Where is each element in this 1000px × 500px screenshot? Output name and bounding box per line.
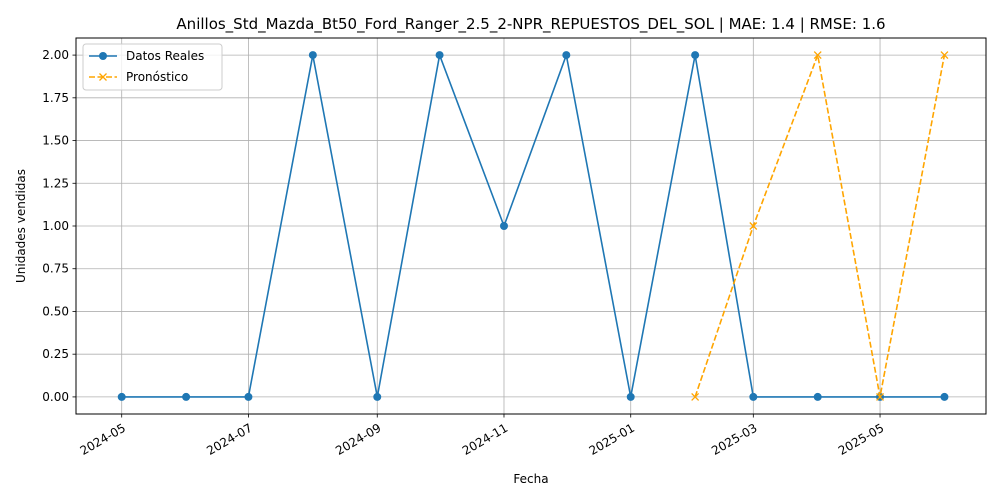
legend-label: Datos Reales xyxy=(126,49,204,63)
data-point xyxy=(691,51,700,60)
x-tick-label: 2025-03 xyxy=(709,421,759,458)
data-point xyxy=(749,222,758,230)
data-point xyxy=(813,51,822,60)
series-line xyxy=(694,52,946,398)
x-tick-label: 2025-01 xyxy=(587,421,637,458)
data-point xyxy=(940,392,949,401)
data-point xyxy=(940,51,949,60)
y-tick-label: 1.25 xyxy=(42,176,69,190)
legend-item: Datos Reales xyxy=(89,49,204,63)
series-forecast xyxy=(691,51,949,401)
legend-box xyxy=(82,43,223,91)
y-tick-label: 0.50 xyxy=(42,304,69,318)
y-axis-label: Unidades vendidas xyxy=(14,169,28,283)
chart-title: Anillos_Std_Mazda_Bt50_Ford_Ranger_2.5_2… xyxy=(176,15,885,34)
x-tick-label: 2025-05 xyxy=(836,421,886,458)
data-point xyxy=(691,392,700,401)
data-point xyxy=(876,392,885,401)
legend-marker xyxy=(99,52,107,60)
data-point xyxy=(308,51,317,60)
data-point xyxy=(749,392,758,401)
x-tick-label: 2024-09 xyxy=(333,421,383,458)
data-point xyxy=(117,392,126,401)
legend-marker xyxy=(99,73,107,81)
x-axis-label: Fecha xyxy=(513,472,548,486)
y-tick-label: 0.75 xyxy=(42,262,69,276)
grid xyxy=(76,38,986,414)
data-point xyxy=(499,222,508,230)
data-point xyxy=(813,392,822,401)
data-point xyxy=(373,392,382,401)
y-tick-label: 1.00 xyxy=(42,219,69,233)
legend-label: Pronóstico xyxy=(126,70,188,84)
y-tick-label: 2.00 xyxy=(42,48,69,62)
data-point xyxy=(626,392,635,401)
data-point xyxy=(562,51,571,60)
series-line xyxy=(121,52,945,398)
x-tick-label: 2024-11 xyxy=(460,421,510,458)
y-tick-label: 0.25 xyxy=(42,347,69,361)
data-point xyxy=(435,51,444,60)
series-layer xyxy=(117,51,949,401)
data-point xyxy=(182,392,191,401)
x-tick-label: 2024-07 xyxy=(204,421,254,458)
y-tick-label: 1.50 xyxy=(42,134,69,148)
y-tick-label: 0.00 xyxy=(42,390,69,404)
data-point xyxy=(244,392,253,401)
y-tick-label: 1.75 xyxy=(42,91,69,105)
legend: Datos Reales Pronóstico xyxy=(82,43,223,91)
legend-item: Pronóstico xyxy=(89,70,188,84)
x-tick-label: 2024-05 xyxy=(78,421,128,458)
